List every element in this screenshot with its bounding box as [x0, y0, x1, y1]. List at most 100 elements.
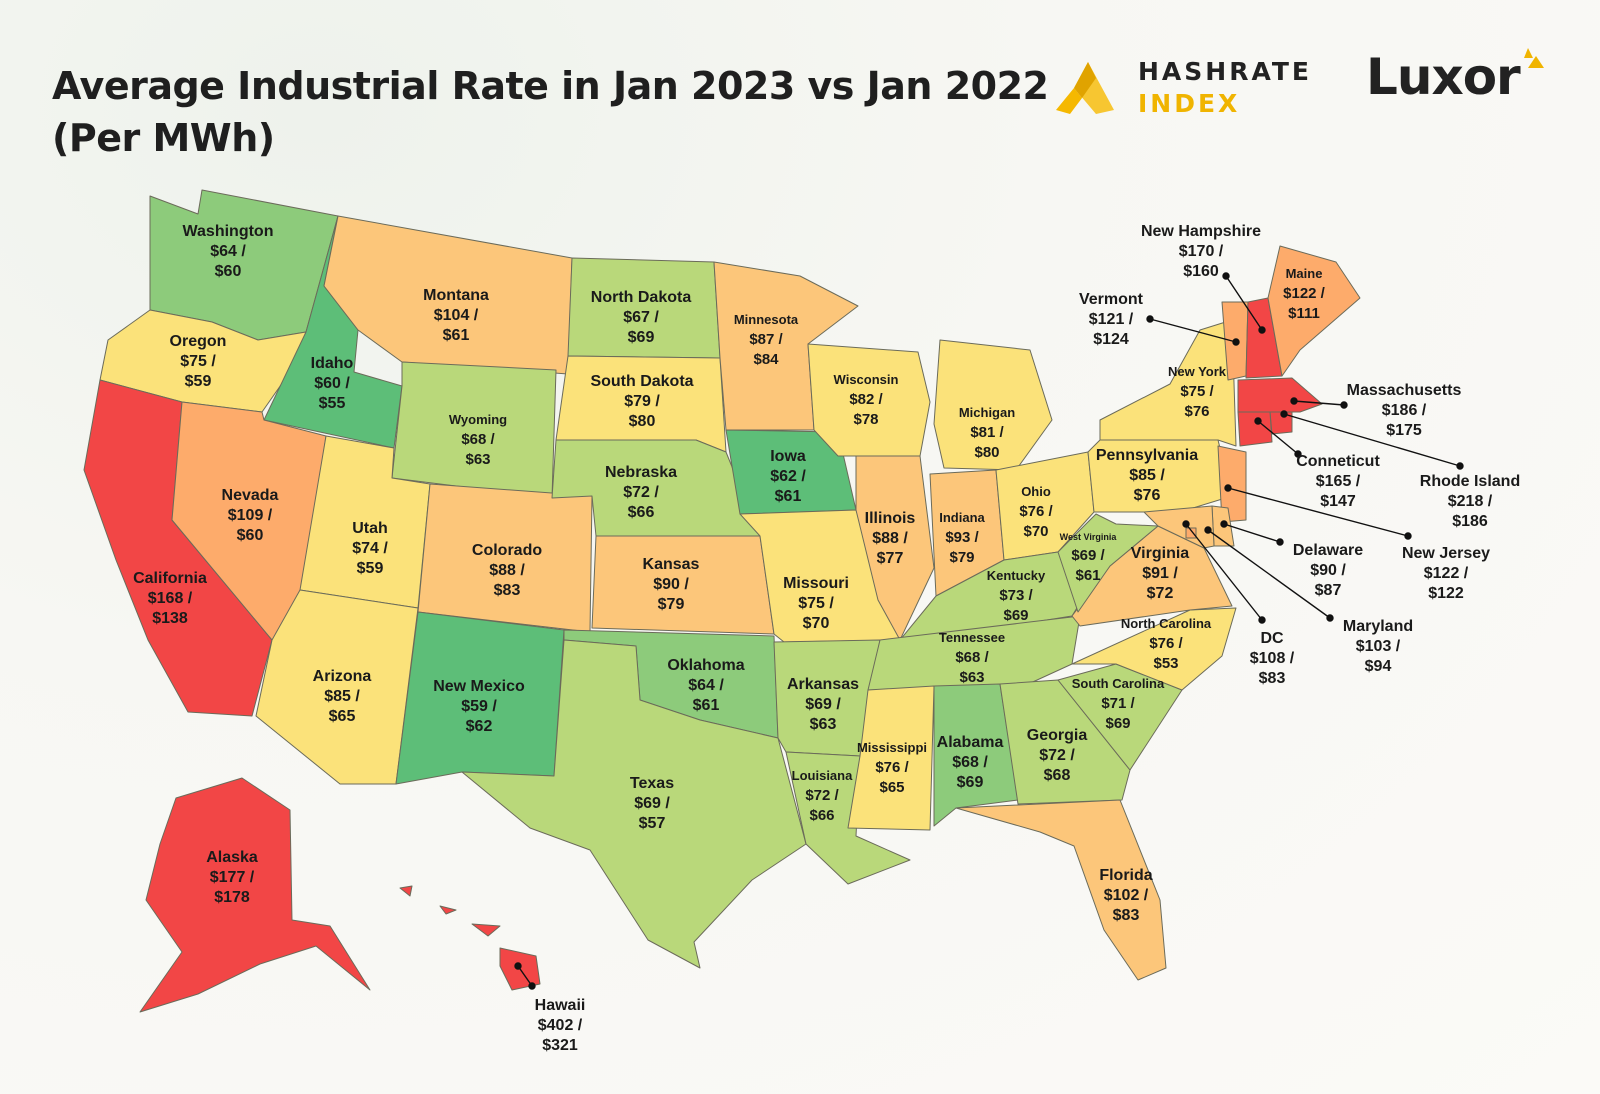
- state-mississippi: [847, 685, 935, 831]
- state-name: California: [133, 570, 207, 587]
- rate-2022: $66: [809, 807, 834, 824]
- state-name: Iowa: [770, 448, 806, 465]
- state-oregon: [99, 309, 307, 413]
- rate-2022: $80: [974, 444, 999, 461]
- state-name: Hawaii: [535, 997, 586, 1014]
- state-name: Colorado: [472, 542, 542, 559]
- rate-2022: $83: [494, 582, 521, 599]
- state-georgia: [999, 679, 1131, 805]
- state-label-oregon: Oregon $75 / $59: [170, 333, 227, 390]
- rate-2023: $168 /: [148, 590, 193, 607]
- leader-dot-delaware-0: [1276, 538, 1284, 546]
- leader-dot-hawaii-1: [514, 962, 522, 970]
- state-label-indiana: Indiana $93 / $79: [939, 510, 985, 566]
- rate-2023: $170 /: [1179, 243, 1224, 260]
- state-newjersey: [1217, 445, 1247, 523]
- rate-2023: $75 /: [798, 595, 834, 612]
- leader-dot-dc-0: [1258, 616, 1266, 624]
- rate-2023: $88 /: [489, 562, 525, 579]
- state-name: Illinois: [865, 510, 916, 527]
- state-name: New Hampshire: [1141, 223, 1261, 240]
- state-name: Massachusetts: [1347, 382, 1462, 399]
- rate-2023: $109 /: [228, 507, 273, 524]
- rate-2023: $87 /: [749, 331, 783, 348]
- rate-2023: $69 /: [634, 795, 670, 812]
- state-label-virginia: Virginia $91 / $72: [1131, 545, 1189, 602]
- state-label-delaware: Delaware $90 / $87: [1293, 542, 1363, 599]
- state-label-ohio: Ohio $76 / $70: [1019, 484, 1053, 540]
- rate-2023: $103 /: [1356, 638, 1401, 655]
- rate-2022: $147: [1320, 493, 1356, 510]
- state-label-nevada: Nevada $109 / $60: [222, 487, 279, 544]
- state-label-vermont: Vermont $121 / $124: [1079, 291, 1144, 348]
- map-title-line2: (Per MWh): [52, 116, 275, 160]
- rate-2022: $63: [465, 451, 490, 468]
- state-ohio: [995, 451, 1095, 561]
- leader-dot-maryland-0: [1326, 614, 1334, 622]
- rate-2023: $69 /: [1071, 547, 1105, 564]
- rate-2023: $177 /: [210, 869, 255, 886]
- leader-line-connecticut: [1257, 420, 1299, 455]
- state-label-washington: Washington $64 / $60: [183, 223, 274, 280]
- rate-2022: $66: [628, 504, 655, 521]
- rate-2022: $83: [1113, 907, 1140, 924]
- state-name: North Carolina: [1121, 616, 1212, 631]
- state-label-dc: DC $108 / $83: [1250, 630, 1295, 687]
- state-texas: [461, 639, 807, 969]
- state-name: Georgia: [1027, 727, 1088, 744]
- state-name: West Virginia: [1060, 532, 1118, 542]
- state-name: Louisiana: [792, 768, 853, 783]
- state-label-montana: Montana $104 / $61: [423, 287, 489, 344]
- state-label-minnesota: Minnesota $87 / $84: [734, 312, 799, 368]
- state-alaska: [139, 777, 371, 1013]
- rate-2023: $81 /: [970, 424, 1004, 441]
- rate-2023: $73 /: [999, 587, 1033, 604]
- state-label-missouri: Missouri $75 / $70: [783, 575, 849, 632]
- rate-2023: $85 /: [1129, 467, 1165, 484]
- leader-line-newhampshire: [1225, 275, 1263, 331]
- state-label-maryland: Maryland $103 / $94: [1343, 618, 1413, 675]
- leader-line-hawaii: [517, 965, 533, 987]
- rate-2023: $402 /: [538, 1017, 583, 1034]
- state-label-kansas: Kansas $90 / $79: [643, 556, 700, 613]
- state-hawaii: [399, 885, 541, 991]
- rate-2022: $77: [877, 550, 904, 567]
- state-name: Alaska: [206, 849, 258, 866]
- state-label-louisiana: Louisiana $72 / $66: [792, 768, 853, 824]
- state-label-connecticut: Conneticut $165 / $147: [1296, 453, 1380, 510]
- state-label-oklahoma: Oklahoma $64 / $61: [667, 657, 744, 714]
- rate-2022: $160: [1183, 263, 1219, 280]
- state-name: South Carolina: [1072, 676, 1165, 691]
- state-name: Mississippi: [857, 740, 927, 755]
- rate-2023: $121 /: [1089, 311, 1134, 328]
- rate-2022: $55: [319, 395, 346, 412]
- state-name: Arizona: [313, 668, 372, 685]
- rate-2023: $104 /: [434, 307, 479, 324]
- state-name: Washington: [183, 223, 274, 240]
- rate-2022: $69: [1003, 607, 1028, 624]
- luxor-mark-icon: [1524, 48, 1544, 68]
- rate-2022: $87: [1315, 582, 1342, 599]
- state-name: Pennsylvania: [1096, 447, 1198, 464]
- rate-2022: $63: [810, 716, 837, 733]
- hashrate-index-logo-icon: [1056, 62, 1114, 114]
- state-label-newyork: New York $75 / $76: [1168, 364, 1227, 420]
- state-label-michigan: Michigan $81 / $80: [959, 405, 1015, 461]
- leader-line-rhodeisland: [1283, 413, 1461, 467]
- leader-dot-maryland-1: [1204, 526, 1212, 534]
- state-label-idaho: Idaho $60 / $55: [311, 355, 354, 412]
- state-label-florida: Florida $102 / $83: [1099, 867, 1152, 924]
- state-name: New Jersey: [1402, 545, 1490, 562]
- state-wyoming: [391, 361, 557, 499]
- state-name: Florida: [1099, 867, 1152, 884]
- state-name: Kentucky: [987, 568, 1046, 583]
- luxor-logo: Luxor: [1366, 48, 1521, 106]
- state-maine: [1267, 245, 1361, 377]
- rate-2022: $61: [775, 488, 802, 505]
- leader-dot-rhodeisland-1: [1280, 410, 1288, 418]
- leader-dot-vermont-0: [1146, 315, 1154, 323]
- state-name: New Mexico: [433, 678, 525, 695]
- rate-2023: $76 /: [1019, 503, 1053, 520]
- rate-2023: $88 /: [872, 530, 908, 547]
